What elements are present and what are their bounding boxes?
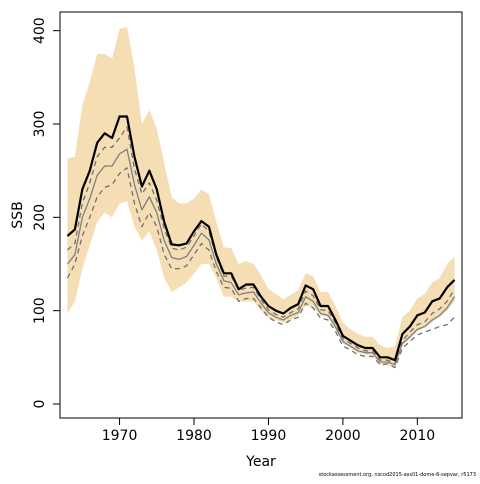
y-tick-label: 300 <box>32 111 48 138</box>
y-axis: 0 100 200 300 400 <box>32 17 60 408</box>
y-tick-label: 200 <box>32 204 48 231</box>
confidence-band-layer <box>67 26 455 369</box>
x-axis-title: Year <box>245 454 276 470</box>
plot-frame <box>59 11 463 419</box>
x-tick-label: 1970 <box>102 428 138 444</box>
series-line-alternative <box>66 148 456 366</box>
y-tick-label: 0 <box>32 400 48 409</box>
series-lines-layer <box>66 115 456 369</box>
series-line-alternative-upper <box>67 126 456 364</box>
series-line-alternative-lower <box>66 167 456 369</box>
confidence-band <box>67 26 455 369</box>
x-axis: 1970 1980 1990 2000 2010 <box>102 418 435 444</box>
y-tick-label: 400 <box>32 17 48 44</box>
x-tick-label: 1990 <box>251 428 287 444</box>
y-axis-title: SSB <box>10 201 26 228</box>
x-tick-label: 2000 <box>325 428 361 444</box>
x-tick-label: 1980 <box>176 428 212 444</box>
y-tick-label: 100 <box>32 297 48 324</box>
series-line-ssb-estimate <box>66 115 456 362</box>
source-footnote: stockassessment.org, nscod2015-ass01-dom… <box>318 472 476 478</box>
x-tick-label: 2010 <box>400 428 436 444</box>
